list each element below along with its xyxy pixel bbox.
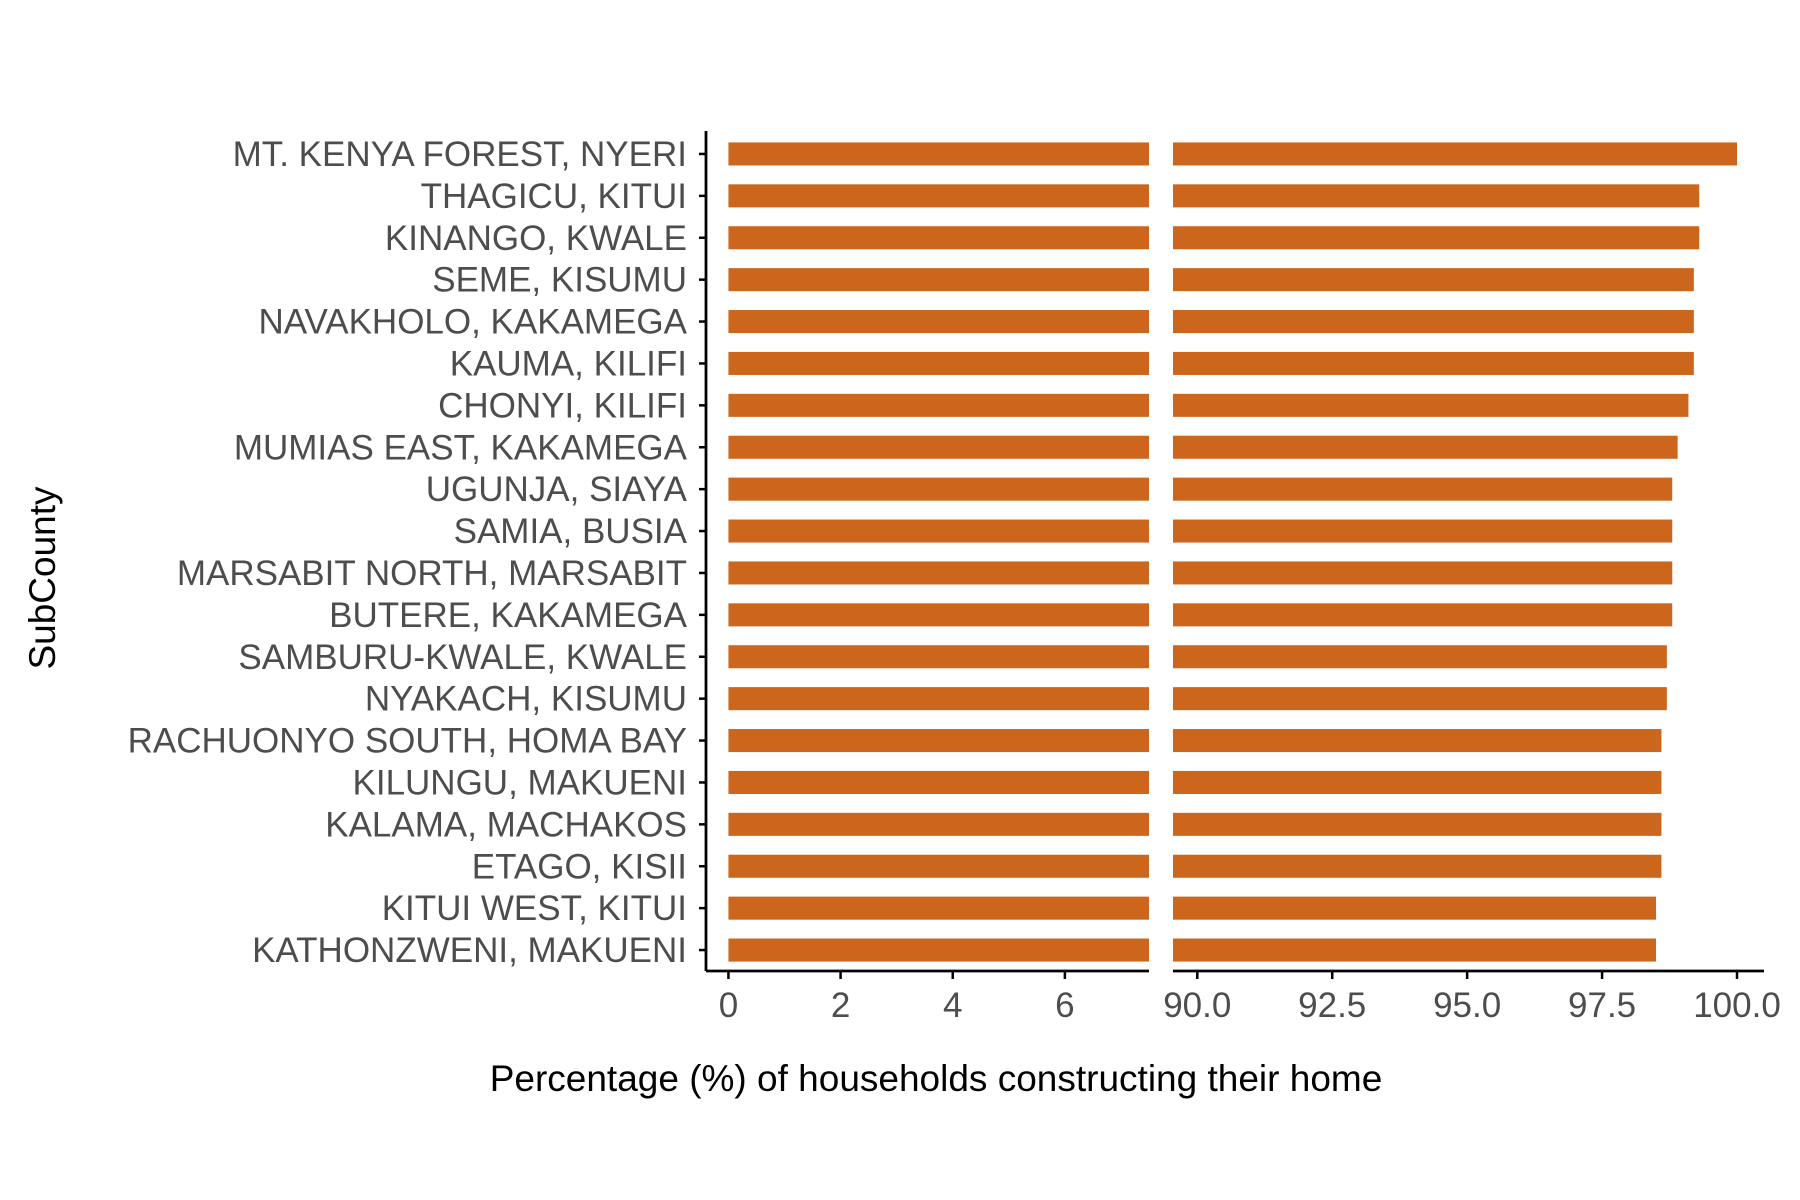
bar	[1173, 477, 1673, 501]
bar	[728, 393, 1149, 417]
bar	[728, 351, 1149, 375]
bar	[1173, 729, 1662, 753]
bar	[728, 729, 1149, 753]
bar	[1173, 854, 1662, 878]
y-tick-label: KINANGO, KWALE	[385, 219, 687, 258]
y-tick-label: ETAGO, KISII	[472, 847, 687, 886]
bar	[1173, 770, 1662, 794]
x-tick-label: 90.0	[1163, 986, 1231, 1025]
axes-group	[699, 131, 1764, 973]
y-tick-label: KALAMA, MACHAKOS	[325, 805, 687, 844]
y-tick-label: SAMBURU-KWALE, KWALE	[238, 638, 687, 677]
y-tick-label: SEME, KISUMU	[432, 261, 687, 300]
y-tick-label: MARSABIT NORTH, MARSABIT	[177, 554, 687, 593]
y-axis-title: SubCounty	[22, 486, 63, 670]
bar	[1173, 310, 1694, 334]
x-tick-label: 2	[831, 986, 850, 1025]
y-tick-label: MT. KENYA FOREST, NYERI	[233, 135, 687, 174]
bar	[728, 603, 1149, 627]
bar	[1173, 226, 1700, 250]
y-tick-label: SAMIA, BUSIA	[454, 512, 688, 551]
bar	[728, 519, 1149, 543]
y-tick-label: NYAKACH, KISUMU	[365, 680, 687, 719]
y-tick-label: KITUI WEST, KITUI	[382, 889, 687, 928]
bar	[1173, 519, 1673, 543]
bar	[728, 268, 1149, 292]
bar	[728, 770, 1149, 794]
x-tick-label: 97.5	[1568, 986, 1636, 1025]
bars-group	[728, 142, 1738, 962]
bar	[728, 184, 1149, 208]
bar	[1173, 896, 1657, 920]
y-tick-label: MUMIAS EAST, KAKAMEGA	[234, 428, 688, 467]
bar	[728, 812, 1149, 836]
bar	[728, 561, 1149, 585]
bar	[1173, 435, 1678, 459]
bar	[1173, 645, 1667, 669]
bar	[728, 435, 1149, 459]
x-tick-label: 0	[719, 986, 738, 1025]
bar	[1173, 603, 1673, 627]
y-tick-label: CHONYI, KILIFI	[438, 386, 687, 425]
bar	[1173, 938, 1657, 962]
y-tick-label: BUTERE, KAKAMEGA	[329, 596, 688, 635]
y-tick-label: KILUNGU, MAKUENI	[353, 763, 688, 802]
bar	[728, 687, 1149, 711]
bar	[1173, 812, 1662, 836]
x-ticks: 0 2 4 6 90.0 92.5 95.0 97.5 100.0	[719, 971, 1781, 1025]
x-tick-label: 4	[943, 986, 962, 1025]
y-tick-label: RACHUONYO SOUTH, HOMA BAY	[128, 722, 687, 761]
bar	[1173, 351, 1694, 375]
bar	[1173, 142, 1738, 166]
bar	[728, 645, 1149, 669]
x-tick-label: 92.5	[1298, 986, 1366, 1025]
y-tick-label: UGUNJA, SIAYA	[426, 470, 688, 509]
bar	[1173, 393, 1689, 417]
x-axis-title: Percentage (%) of households constructin…	[490, 1058, 1383, 1099]
bar	[728, 310, 1149, 334]
y-tick-label: THAGICU, KITUI	[421, 177, 687, 216]
bar	[1173, 561, 1673, 585]
bar	[1173, 687, 1667, 711]
bar	[1173, 268, 1694, 292]
bar	[728, 477, 1149, 501]
bar	[1173, 184, 1700, 208]
x-tick-label: 95.0	[1433, 986, 1501, 1025]
y-tick-label: KAUMA, KILIFI	[450, 344, 687, 383]
bar	[728, 896, 1149, 920]
bar	[728, 854, 1149, 878]
x-tick-label: 100.0	[1693, 986, 1781, 1025]
x-tick-label: 6	[1055, 986, 1074, 1025]
bar	[728, 226, 1149, 250]
y-tick-label: NAVAKHOLO, KAKAMEGA	[258, 303, 687, 342]
bar	[728, 938, 1149, 962]
y-tick-label: KATHONZWENI, MAKUENI	[252, 931, 687, 970]
bar	[728, 142, 1149, 166]
